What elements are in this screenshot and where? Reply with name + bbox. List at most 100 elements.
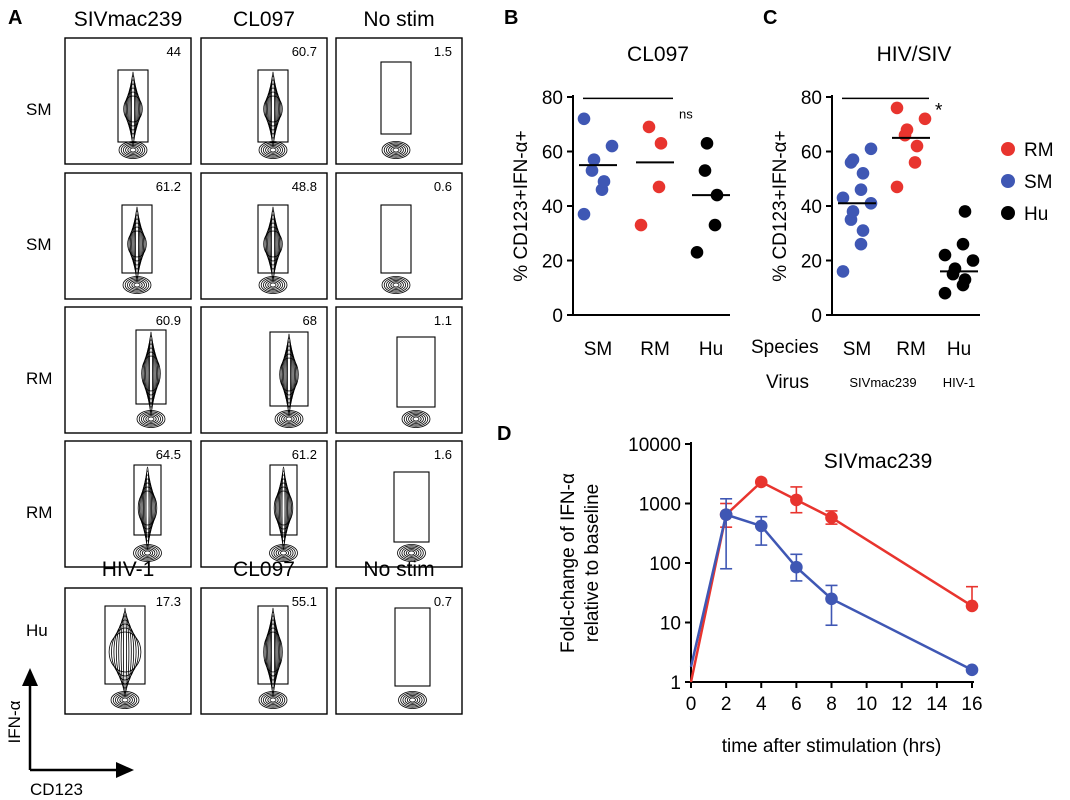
flow-contour — [283, 345, 295, 404]
y-tick-label: 20 — [801, 252, 822, 273]
flow-plot-frame — [335, 306, 463, 434]
data-point — [958, 205, 972, 218]
flow-contour — [278, 412, 299, 426]
data-point — [864, 142, 878, 156]
flow-contour — [409, 697, 416, 703]
flow-contour — [123, 95, 143, 123]
flow-contour — [265, 87, 281, 131]
flow-contour — [137, 490, 158, 526]
data-point — [605, 139, 619, 153]
flow-contour — [267, 146, 279, 154]
flow-plot: 1.5 — [335, 37, 463, 165]
flow-row-species-label: SM — [26, 100, 52, 119]
data-point — [577, 112, 591, 126]
flow-contour — [263, 230, 283, 258]
flow-gate-percentage: 60.9 — [156, 313, 181, 328]
flow-contour — [277, 478, 290, 538]
panel-letter: B — [504, 7, 518, 29]
flow-gate-percentage: 44 — [167, 44, 181, 59]
flow-row-species-label: Hu — [26, 621, 48, 640]
flow-contour — [120, 142, 146, 158]
flow-contour — [381, 276, 411, 294]
virus-label-sivmac239: SIVmac239 — [849, 375, 916, 390]
data-point — [846, 205, 860, 218]
flow-plot-frame — [200, 306, 328, 434]
y-tick-label: 60 — [801, 143, 822, 164]
x-category-label: RM — [896, 339, 926, 360]
data-point — [965, 663, 979, 677]
x-tick-label: 8 — [826, 694, 837, 715]
flow-contour — [269, 147, 277, 153]
flow-contour — [280, 353, 298, 396]
flow-contour — [144, 470, 151, 546]
flow-contour — [271, 607, 275, 697]
y-tick-label: 100 — [649, 554, 681, 575]
panel-c-hiv-siv-scatter: C HIV/SIV 0 20 40 60 80 % CD123+IFN-α+ SM RM Hu * Sp… — [751, 7, 980, 393]
data-point — [825, 592, 838, 606]
flow-gate — [396, 336, 436, 408]
flow-contour — [137, 546, 158, 560]
flow-contour — [128, 79, 138, 139]
flow-contour — [275, 486, 292, 530]
data-point — [654, 137, 668, 150]
flow-contour — [140, 412, 161, 426]
legend-label: Hu — [1024, 204, 1048, 225]
flow-plot-frame — [335, 172, 463, 300]
data-point — [754, 519, 768, 533]
x-tick-label: 16 — [961, 694, 982, 715]
flow-plot-frame — [200, 587, 328, 715]
flow-contour — [265, 222, 281, 266]
significance-label: * — [935, 100, 943, 121]
flow-contour — [260, 277, 286, 293]
series-sm — [689, 497, 979, 677]
data-point — [698, 164, 712, 177]
flow-contour — [258, 141, 288, 159]
y-tick-label: 80 — [542, 88, 563, 109]
flow-contour — [383, 142, 409, 158]
data-point — [825, 511, 838, 524]
flow-plot-frame — [200, 172, 328, 300]
flow-plot: 48.8 — [200, 172, 328, 300]
x-tick-label: 10 — [856, 694, 877, 715]
flow-contour — [110, 691, 140, 709]
flow-contour — [122, 276, 152, 294]
data-point — [790, 560, 803, 574]
data-point — [910, 139, 924, 153]
flow-contour — [121, 697, 129, 703]
data-point — [890, 180, 904, 194]
flow-contour — [402, 693, 423, 707]
flow-gate — [269, 331, 309, 407]
flow-contour — [120, 611, 130, 693]
data-point — [652, 180, 666, 194]
data-point — [836, 191, 850, 205]
flow-gate — [133, 464, 162, 536]
flow-contour — [123, 143, 144, 157]
flow-contour — [390, 146, 402, 154]
x-tick-label: 6 — [791, 694, 802, 715]
data-point — [708, 218, 722, 232]
data-point — [918, 112, 932, 126]
flow-contour — [398, 691, 427, 709]
flow-plot-frame — [64, 37, 192, 165]
y-tick-label: 0 — [811, 306, 822, 327]
virus-row-label: Virus — [766, 372, 809, 393]
flow-contour — [281, 466, 286, 550]
flow-contour — [267, 218, 279, 270]
flow-contour — [390, 281, 402, 289]
flow-contour — [136, 410, 166, 428]
flow-contour — [403, 411, 429, 427]
virus-label-hiv-1: HIV-1 — [943, 375, 976, 390]
flow-contour — [127, 146, 139, 154]
flow-plot-frame — [200, 37, 328, 165]
flow-contour — [271, 71, 275, 147]
flow-contour — [117, 695, 133, 706]
flow-row-species-label: RM — [26, 369, 52, 388]
flow-plot: 17.3 — [64, 587, 192, 715]
panel-letter-d: D — [497, 423, 511, 445]
flow-contour — [113, 623, 137, 681]
flow-contour — [125, 144, 141, 155]
flow-contour — [265, 623, 281, 681]
data-point — [836, 265, 850, 278]
legend-marker — [1001, 142, 1015, 156]
flow-contour — [276, 482, 291, 534]
